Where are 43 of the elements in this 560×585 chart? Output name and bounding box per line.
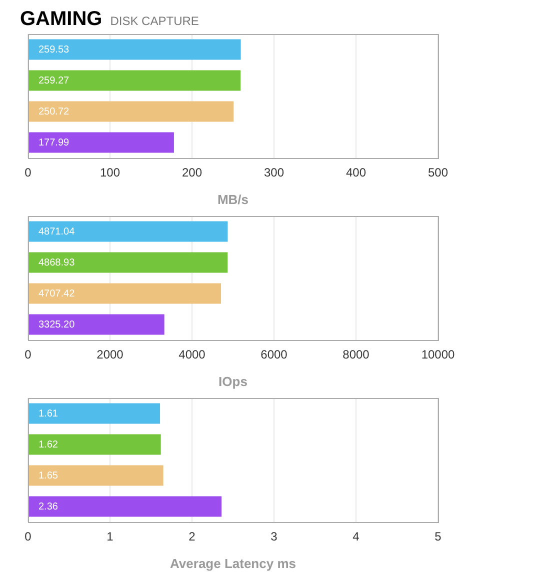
data-label: 4868.93 xyxy=(38,257,76,268)
x-tick-label: 3 xyxy=(270,530,278,544)
x-tick-label: 10000 xyxy=(421,348,456,362)
x-tick-label: 4000 xyxy=(178,348,206,362)
bar xyxy=(28,403,160,424)
data-label: 259.27 xyxy=(38,75,70,86)
bar xyxy=(28,314,164,335)
data-label: 4871.04 xyxy=(38,226,76,238)
x-tick-label: 2 xyxy=(188,530,196,544)
bar xyxy=(28,252,228,273)
data-label: 1.62 xyxy=(38,439,58,450)
data-label: 177.99 xyxy=(38,137,70,148)
x-tick-label: 300 xyxy=(264,166,284,180)
chart-title: GAMING xyxy=(20,8,102,30)
x-axis-title: MB/s xyxy=(217,192,249,207)
bar xyxy=(28,465,164,486)
x-tick-label: 400 xyxy=(346,166,366,180)
bar xyxy=(28,283,222,304)
x-axis-title: Average Latency ms xyxy=(170,556,296,571)
bar xyxy=(28,221,228,242)
data-label: 4707.42 xyxy=(38,288,76,300)
x-tick-label: 500 xyxy=(428,166,448,180)
x-tick-label: 4 xyxy=(352,530,360,544)
x-tick-label: 200 xyxy=(182,166,202,180)
x-tick-label: 0 xyxy=(24,348,32,362)
x-tick-label: 100 xyxy=(100,166,120,180)
data-label: 250.72 xyxy=(38,106,70,118)
data-label: 1.61 xyxy=(38,408,58,420)
bar xyxy=(28,496,222,517)
x-tick-label: 1 xyxy=(106,530,114,544)
x-tick-label: 5 xyxy=(434,530,442,544)
x-tick-label: 6000 xyxy=(260,348,288,362)
data-label: 3325.20 xyxy=(38,319,76,330)
data-label: 2.36 xyxy=(38,501,58,512)
bar xyxy=(28,434,161,455)
chart-subtitle: DISK CAPTURE xyxy=(110,14,199,28)
x-tick-label: 8000 xyxy=(342,348,370,362)
x-tick-label: 2000 xyxy=(96,348,124,362)
data-label: 1.65 xyxy=(38,470,58,482)
x-axis-title: IOps xyxy=(218,374,248,389)
x-tick-label: 0 xyxy=(24,166,32,180)
data-label: 259.53 xyxy=(38,44,70,56)
x-tick-label: 0 xyxy=(24,530,32,544)
